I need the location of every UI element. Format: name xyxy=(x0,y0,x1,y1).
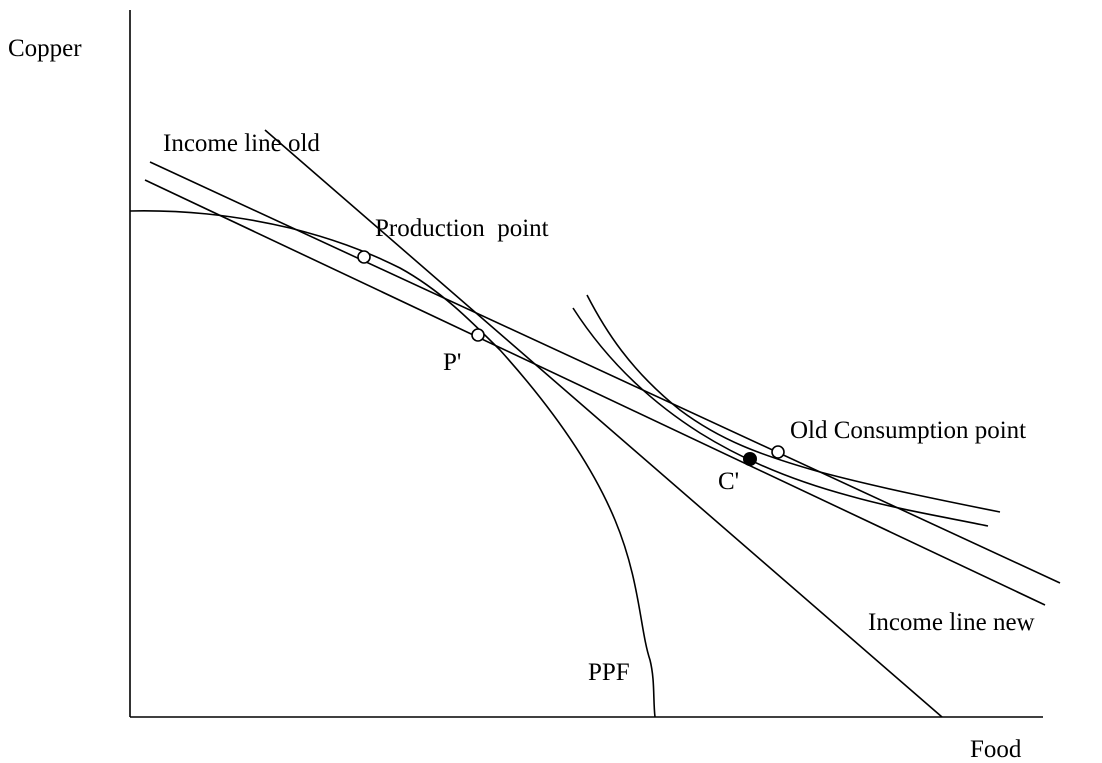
y-axis-label: Copper xyxy=(8,35,82,62)
income-line-old-label: Income line old xyxy=(163,130,320,157)
indifference-curve-new xyxy=(572,307,989,527)
income-line-old xyxy=(149,161,1061,584)
x-axis-label: Food xyxy=(970,736,1022,763)
production-point-marker xyxy=(357,250,371,264)
c-prime-marker xyxy=(743,452,757,466)
ppf-curve xyxy=(129,210,656,718)
p-prime-label: P' xyxy=(443,349,461,376)
old-consumption-label: Old Consumption point xyxy=(790,417,1026,444)
production-point-label: Production point xyxy=(375,215,549,242)
ppf-label: PPF xyxy=(588,659,630,686)
income-line-new xyxy=(144,179,1046,606)
old-consumption-marker xyxy=(771,445,785,459)
income-line-new-label: Income line new xyxy=(868,609,1035,636)
c-prime-label: C' xyxy=(718,468,739,495)
p-prime-marker xyxy=(471,328,485,342)
steep-price-line xyxy=(264,129,943,718)
indifference-curve-old xyxy=(586,294,1001,513)
